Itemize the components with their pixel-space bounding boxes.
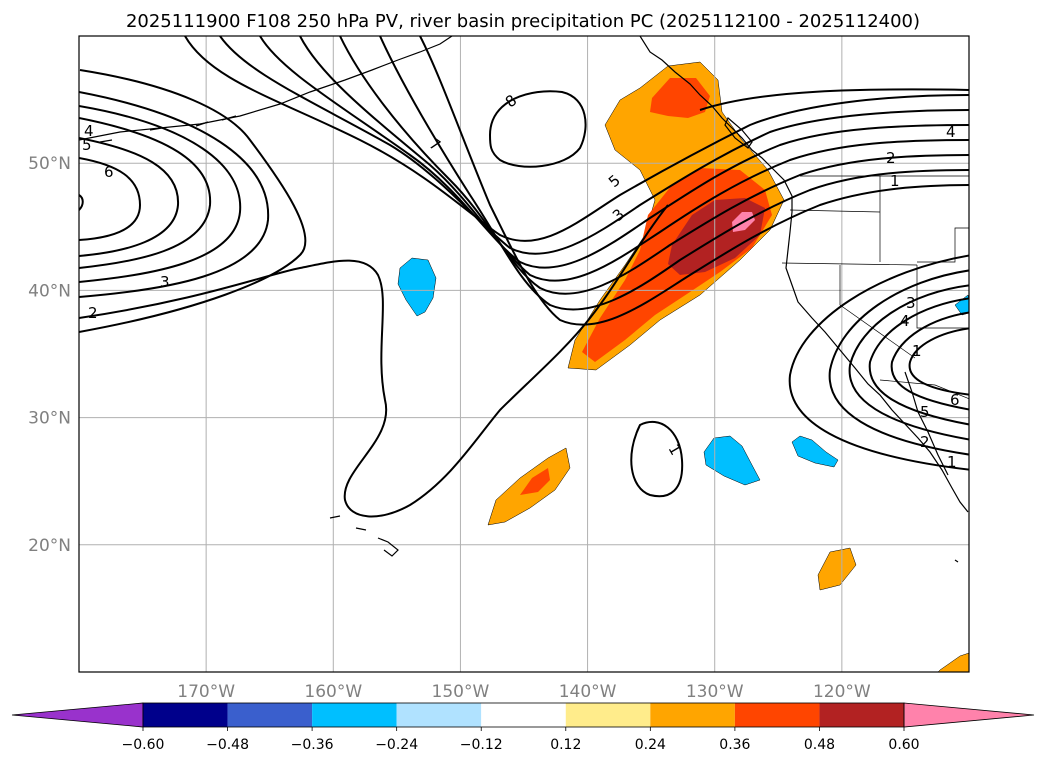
longitude-labels: 170°W 160°W 150°W 140°W 130°W 120°W [177,682,871,702]
pv-label-2-east: 2 [886,149,896,167]
colorbar-segment [734,703,820,727]
pv-contour-west-6 [79,157,142,241]
lon-tick-label: 170°W [177,682,235,702]
pv-label-6-trough: 6 [950,391,960,409]
pv-contours [79,36,969,518]
pv-label-2: 2 [88,304,98,322]
pv-label-4-east: 4 [946,123,956,141]
border-ca-or [781,262,918,266]
colorbar-tick-label: 0.24 [635,737,666,753]
pv-contour-wave-1 [79,204,669,518]
pv-contour-ridge-7 [184,36,969,242]
precip-shading [397,61,969,672]
pv-contour-wave-2 [79,69,307,333]
pv-contour-east-2 [828,269,969,456]
coast-baja-gulf [904,371,949,476]
colorbar-tick-label: −0.48 [206,737,249,753]
pv-label-1-trough-s: 1 [947,453,957,471]
pv-contour-ridge-1 [419,36,969,326]
colorbar-segment [312,703,397,727]
colorbar-tick-label: 0.60 [888,737,919,753]
gridlines [79,36,969,672]
map-area: 8 7 6 5 4 3 2 1 5 3 4 2 1 3 4 1 5 6 2 1 [79,36,969,672]
coast-north-america [639,36,969,513]
lat-tick-label: 30°N [28,409,71,429]
pv-contour-west-tip [79,194,84,211]
colorbar-tick-label: −0.24 [375,737,418,753]
pv-label-1-east: 1 [890,172,900,190]
lon-tick-label: 120°W [813,682,871,702]
pv-label-4-trough: 4 [900,312,910,330]
colorbar-segment [650,703,735,727]
colorbar-segment [565,703,651,727]
lon-tick-label: 140°W [559,682,617,702]
lat-tick-label: 20°N [28,536,71,556]
border-nv-ut [916,265,969,329]
colorbar-frame [142,702,905,728]
colorbar-tick-label: −0.12 [460,737,503,753]
lat-tick-label: 40°N [28,281,71,301]
map-frame [78,35,970,673]
precip-orangered-south [520,468,550,495]
precip-orangered-north [650,78,710,118]
pv-label-6: 6 [104,163,114,181]
precip-orange-east [817,547,857,591]
lon-tick-label: 130°W [686,682,744,702]
pv-contour-ridge-3 [339,36,969,295]
coast-mexico-small [954,559,959,563]
precip-blue-east [791,435,839,468]
latitude-labels: 20°N 30°N 40°N 50°N [28,154,71,556]
colorbar-tick-label: 0.12 [550,737,581,753]
pv-label-1-trough: 1 [912,342,922,360]
colorbar-segment [481,703,566,727]
colorbar-extend-low [11,702,144,728]
pv-label-5: 5 [82,136,92,154]
map-title: 2025111900 F108 250 hPa PV, river basin … [126,11,920,32]
coast-hawaii [329,515,399,557]
pv-contour-east-3 [848,284,969,441]
pv-label-2-trough: 2 [920,433,930,451]
pv-contour-west-3 [79,105,242,283]
lon-tick-label: 150°W [432,682,490,702]
pv-contour-low-1 [630,420,684,498]
colorbar-tick-label: −0.36 [291,737,334,753]
pv-contour-east-4 [868,297,969,426]
colorbar-segment [819,703,904,727]
pv-contour-8 [488,90,587,168]
pv-label-4: 4 [84,122,94,140]
pv-contour-west-2 [79,91,270,298]
colorbar-tick-label: 0.48 [804,737,835,753]
pv-contour-ridge-5 [259,36,969,269]
border-nv [839,265,916,359]
pv-contour-east-5 [890,311,969,411]
pv-contour-upper-east [699,88,969,111]
pv-contour-west-4 [79,117,212,269]
pv-label-3-trough: 3 [906,294,916,312]
pv-label-3: 3 [160,273,170,291]
map-background [79,36,969,672]
colorbar-tick-label: −0.60 [122,737,165,753]
precip-blue-west [397,257,437,317]
colorbar-extend-high [903,702,1035,728]
pv-contour-east-1 [788,254,969,471]
colorbar-segment [396,703,482,727]
pv-contour-ridge-4 [299,36,969,282]
pv-contour-west-5 [79,137,180,257]
coast-aleutians [99,115,237,143]
pv-label-5-trough: 5 [920,403,930,421]
colorbar-segment [227,703,313,727]
pv-contour-ridge-2 [379,36,969,311]
colorbar-segment [143,703,228,727]
lon-tick-label: 160°W [304,682,362,702]
pv-contour-east-6 [908,327,969,396]
pv-contour-ridge-6 [219,36,969,255]
lat-tick-label: 50°N [28,154,71,174]
colorbar-tick-label: 0.36 [719,737,750,753]
colorbar: −0.60 −0.48 −0.36 −0.24 −0.12 0.12 0.24 0.36 0.4… [11,702,1035,753]
